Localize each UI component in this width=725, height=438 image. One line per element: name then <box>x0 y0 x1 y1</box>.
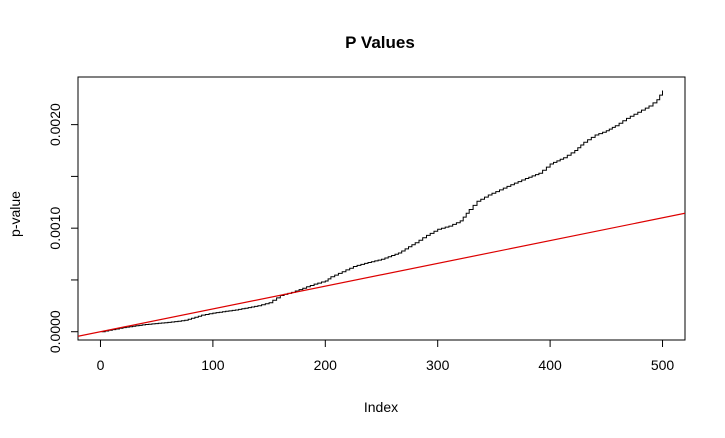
reference-line <box>78 212 685 337</box>
x-tick-label: 0 <box>97 357 105 373</box>
chart-title: P Values <box>345 33 415 52</box>
y-tick-label: 0.0020 <box>47 103 63 146</box>
plot-area <box>78 90 685 337</box>
x-tick-label: 500 <box>651 357 675 373</box>
y-axis-label: p-value <box>7 191 23 237</box>
x-axis: 0 100 200 300 400 500 <box>97 339 675 373</box>
x-tick-label: 200 <box>314 357 338 373</box>
p-value-curve <box>101 90 663 333</box>
x-tick-label: 400 <box>538 357 562 373</box>
y-tick-label: 0.0000 <box>47 310 63 353</box>
x-tick-label: 100 <box>201 357 225 373</box>
y-tick-label: 0.0010 <box>47 207 63 250</box>
y-axis: 0.0000 0.0010 0.0020 <box>47 103 78 353</box>
x-tick-label: 300 <box>426 357 450 373</box>
x-axis-label: Index <box>364 399 398 415</box>
plot-frame <box>77 76 686 341</box>
